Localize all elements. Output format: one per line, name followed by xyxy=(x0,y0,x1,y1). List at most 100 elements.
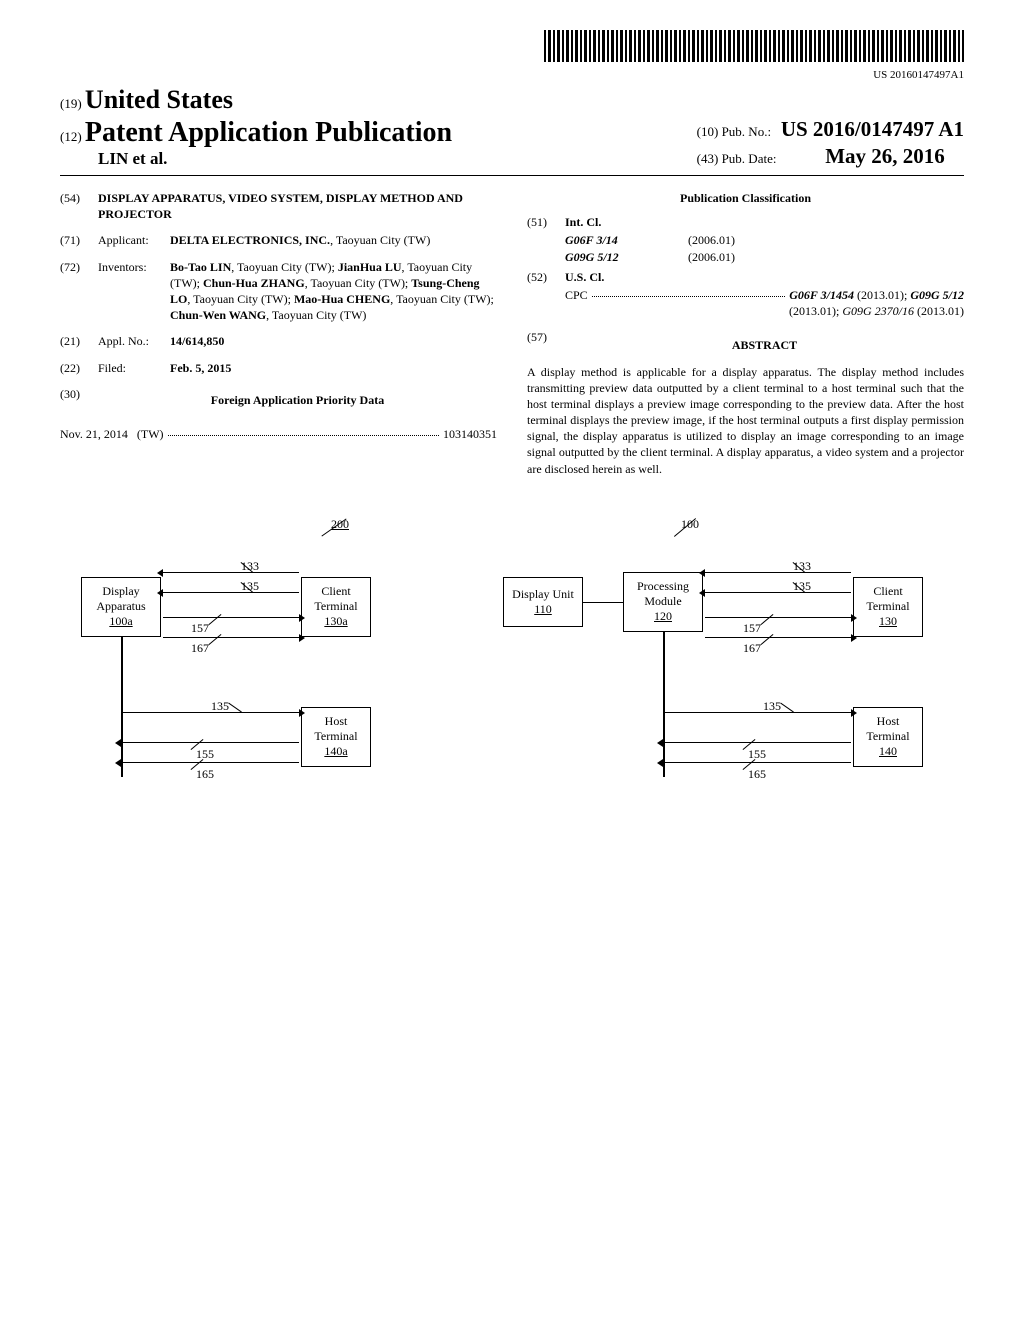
ref-num: 167 xyxy=(191,641,209,656)
code-10: (10) xyxy=(697,124,719,139)
header-right: (10) Pub. No.: US 2016/0147497 A1 (43) P… xyxy=(697,117,964,169)
box-host-terminal: Host Terminal 140 xyxy=(853,707,923,767)
priority-country: (TW) xyxy=(137,426,164,442)
ref-num: 165 xyxy=(196,767,214,782)
code-57: (57) xyxy=(527,329,565,359)
applicant-label: Applicant: xyxy=(98,232,170,248)
right-column: Publication Classification (51) Int. Cl.… xyxy=(527,190,964,477)
appl-no: 14/614,850 xyxy=(170,333,497,349)
left-column: (54) DISPLAY APPARATUS, VIDEO SYSTEM, DI… xyxy=(60,190,497,477)
applicant-body: DELTA ELECTRONICS, INC., Taoyuan City (T… xyxy=(170,232,497,248)
cpc-year: (2013.01); xyxy=(857,287,907,303)
box-ref: 130a xyxy=(306,614,366,629)
priority-date: Nov. 21, 2014 xyxy=(60,426,128,442)
box-ref: 130 xyxy=(858,614,918,629)
dots-icon xyxy=(592,287,786,297)
code-54: (54) xyxy=(60,190,98,222)
box-ref: 120 xyxy=(628,609,698,624)
patent-page: US 20160147497A1 (19) United States (12)… xyxy=(0,0,1024,827)
abstract-title: ABSTRACT xyxy=(565,337,964,353)
cpc-block: CPC G06F 3/1454 (2013.01); G09G 5/12 (20… xyxy=(565,287,964,319)
box-ref: 140a xyxy=(306,744,366,759)
intcl-item: G06F 3/14 (2006.01) xyxy=(565,232,964,248)
pub-no-label: Pub. No.: xyxy=(722,124,771,139)
field-72: (72) Inventors: Bo-Tao LIN, Taoyuan City… xyxy=(60,259,497,324)
inventors-label: Inventors: xyxy=(98,259,170,324)
figures-area: 200 Display Apparatus 100a Client Termin… xyxy=(60,537,964,797)
intcl-label: Int. Cl. xyxy=(565,214,964,230)
appl-no-label: Appl. No.: xyxy=(98,333,170,349)
pub-date-line: (43) Pub. Date: May 26, 2016 xyxy=(697,144,964,169)
box-label: Terminal xyxy=(306,599,366,614)
divider xyxy=(60,175,964,176)
box-ref: 100a xyxy=(86,614,156,629)
box-processing-module: Processing Module 120 xyxy=(623,572,703,632)
barcode-icon xyxy=(544,30,964,62)
ref-num: 165 xyxy=(748,767,766,782)
pub-no-line: (10) Pub. No.: US 2016/0147497 A1 xyxy=(697,117,964,142)
arrow-line xyxy=(163,637,299,639)
box-label: Display Unit xyxy=(508,587,578,602)
pub-no: US 2016/0147497 A1 xyxy=(781,117,964,141)
box-label: Client xyxy=(858,584,918,599)
inv-name: JianHua LU xyxy=(338,260,402,274)
leader-line xyxy=(209,634,222,645)
field-22: (22) Filed: Feb. 5, 2015 xyxy=(60,360,497,376)
arrow-line xyxy=(163,617,299,619)
filed-label: Filed: xyxy=(98,360,170,376)
intcl-year: (2006.01) xyxy=(688,250,735,264)
field-52: (52) U.S. Cl. xyxy=(527,269,964,285)
inv-loc: , Taoyuan City (TW); xyxy=(390,292,494,306)
priority-row: Nov. 21, 2014 (TW) 103140351 xyxy=(60,426,497,442)
intcl-year: (2006.01) xyxy=(688,233,735,247)
cpc-code: G06F 3/1454 xyxy=(789,287,854,303)
cpc-code: G09G 2370/16 xyxy=(842,304,914,318)
cpc-code: G09G 5/12 xyxy=(910,287,964,303)
intcl-item: G09G 5/12 (2006.01) xyxy=(565,249,964,265)
connector-line xyxy=(121,637,123,777)
code-71: (71) xyxy=(60,232,98,248)
arrow-line xyxy=(163,592,299,594)
code-12: (12) xyxy=(60,129,82,144)
field-54: (54) DISPLAY APPARATUS, VIDEO SYSTEM, DI… xyxy=(60,190,497,222)
arrow-line xyxy=(121,742,299,744)
arrow-line xyxy=(705,592,851,594)
ref-num: 135 xyxy=(241,579,259,594)
box-label: Host xyxy=(858,714,918,729)
connector-line xyxy=(663,632,665,777)
inv-name: Chun-Hua ZHANG xyxy=(203,276,305,290)
field-21: (21) Appl. No.: 14/614,850 xyxy=(60,333,497,349)
arrow-line xyxy=(705,637,851,639)
box-label: Module xyxy=(628,594,698,609)
priority-number: 103140351 xyxy=(443,426,497,442)
box-ref: 140 xyxy=(858,744,918,759)
inv-loc: , Taoyuan City (TW); xyxy=(187,292,294,306)
intcl-code: G09G 5/12 xyxy=(565,249,685,265)
inv-loc: , Taoyuan City (TW); xyxy=(231,260,338,274)
box-display-apparatus: Display Apparatus 100a xyxy=(81,577,161,637)
abstract-text: A display method is applicable for a dis… xyxy=(527,364,964,477)
box-host-terminal: Host Terminal 140a xyxy=(301,707,371,767)
pub-line: (12) Patent Application Publication xyxy=(60,117,452,149)
box-display-unit: Display Unit 110 xyxy=(503,577,583,627)
arrow-line xyxy=(121,712,299,714)
leader-line xyxy=(780,702,794,712)
arrow-line xyxy=(705,617,851,619)
inv-name: Mao-Hua CHENG xyxy=(294,292,390,306)
box-client-terminal: Client Terminal 130a xyxy=(301,577,371,637)
inv-loc: , Taoyuan City (TW); xyxy=(305,276,412,290)
field-30: (30) Foreign Application Priority Data xyxy=(60,386,497,416)
field-57: (57) ABSTRACT xyxy=(527,329,964,359)
filed-date: Feb. 5, 2015 xyxy=(170,360,497,376)
applicant-name: DELTA ELECTRONICS, INC. xyxy=(170,233,330,247)
arrow-line xyxy=(705,572,851,574)
figure-left: 200 Display Apparatus 100a Client Termin… xyxy=(81,537,461,797)
ref-num: 167 xyxy=(743,641,761,656)
priority-title: Foreign Application Priority Data xyxy=(98,392,497,408)
box-label: Display xyxy=(86,584,156,599)
country-line: (19) United States xyxy=(60,85,452,115)
arrow-line xyxy=(663,762,851,764)
box-label: Terminal xyxy=(306,729,366,744)
leader-line xyxy=(761,614,774,625)
code-22: (22) xyxy=(60,360,98,376)
